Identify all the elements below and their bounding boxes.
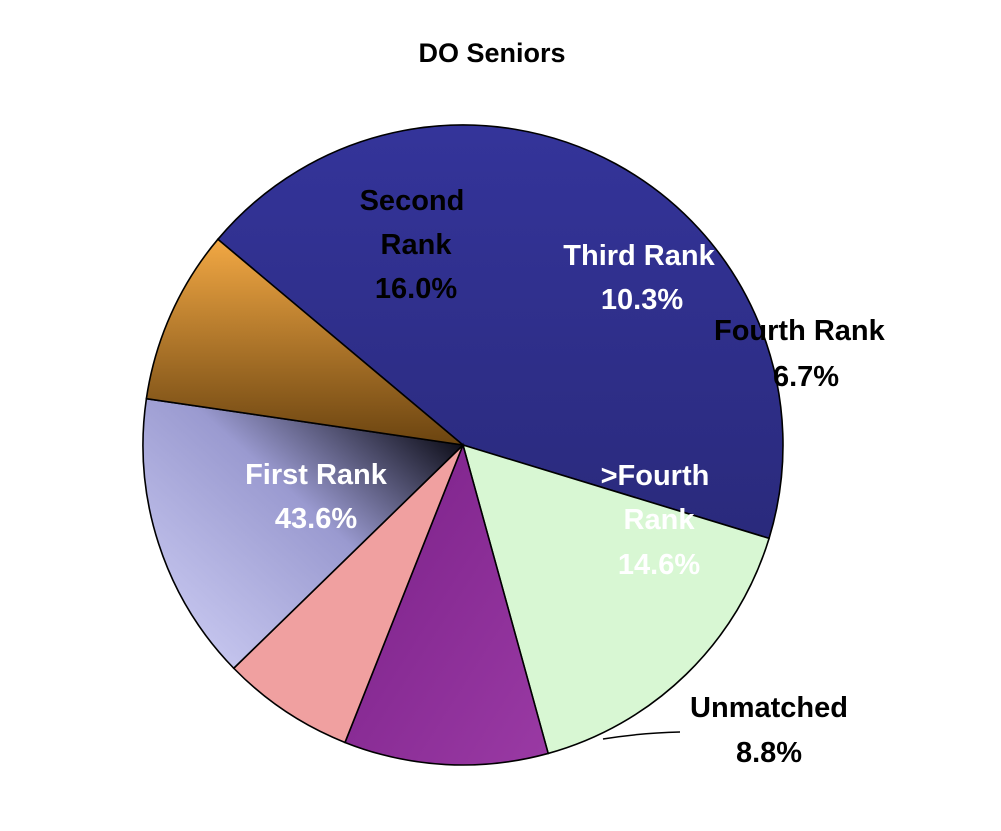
chart-title: DO Seniors <box>418 38 565 68</box>
pie-slice-third <box>343 442 550 766</box>
pie-slice-unmatched <box>145 238 466 447</box>
slice-name-unmatched: Unmatched <box>690 692 848 724</box>
pie-slice-fourth <box>232 444 464 744</box>
slice-label-first: First Rank 43.6% <box>245 459 388 535</box>
slice-label-third: Third Rank 10.3% <box>563 240 715 316</box>
slice-value-first: 43.6% <box>275 503 357 535</box>
slice-label-gt-fourth: >Fourth Rank 14.6% <box>601 460 718 581</box>
slice-name-first: First Rank <box>245 459 388 491</box>
slice-name-second: Second Rank <box>360 185 473 261</box>
pie-slice-second <box>461 443 771 755</box>
leader-line-unmatched <box>602 731 681 740</box>
pie-slice-gt-fourth <box>142 397 465 670</box>
slice-name-gt-fourth-line1: >Fourth <box>601 460 710 492</box>
slice-label-second: Second Rank 16.0% <box>360 185 473 305</box>
slice-value-fourth: 6.7% <box>773 361 839 393</box>
slice-name-second-line1: Second <box>360 185 465 217</box>
slice-value-third: 10.3% <box>601 284 683 316</box>
slice-value-unmatched: 8.8% <box>736 737 802 769</box>
slice-label-fourth: Fourth Rank 6.7% <box>714 315 886 393</box>
slice-name-second-line2: Rank <box>381 229 453 261</box>
pie-slices <box>142 124 784 766</box>
slice-name-third: Third Rank <box>563 240 715 272</box>
slice-name-fourth: Fourth Rank <box>714 315 886 347</box>
slice-value-gt-fourth: 14.6% <box>618 549 700 581</box>
pie-slice-first <box>216 124 784 540</box>
slice-name-gt-fourth: >Fourth Rank <box>601 460 718 536</box>
slice-label-unmatched: Unmatched 8.8% <box>690 692 848 769</box>
slice-name-gt-fourth-line2: Rank <box>624 504 696 536</box>
slice-value-second: 16.0% <box>375 273 457 305</box>
